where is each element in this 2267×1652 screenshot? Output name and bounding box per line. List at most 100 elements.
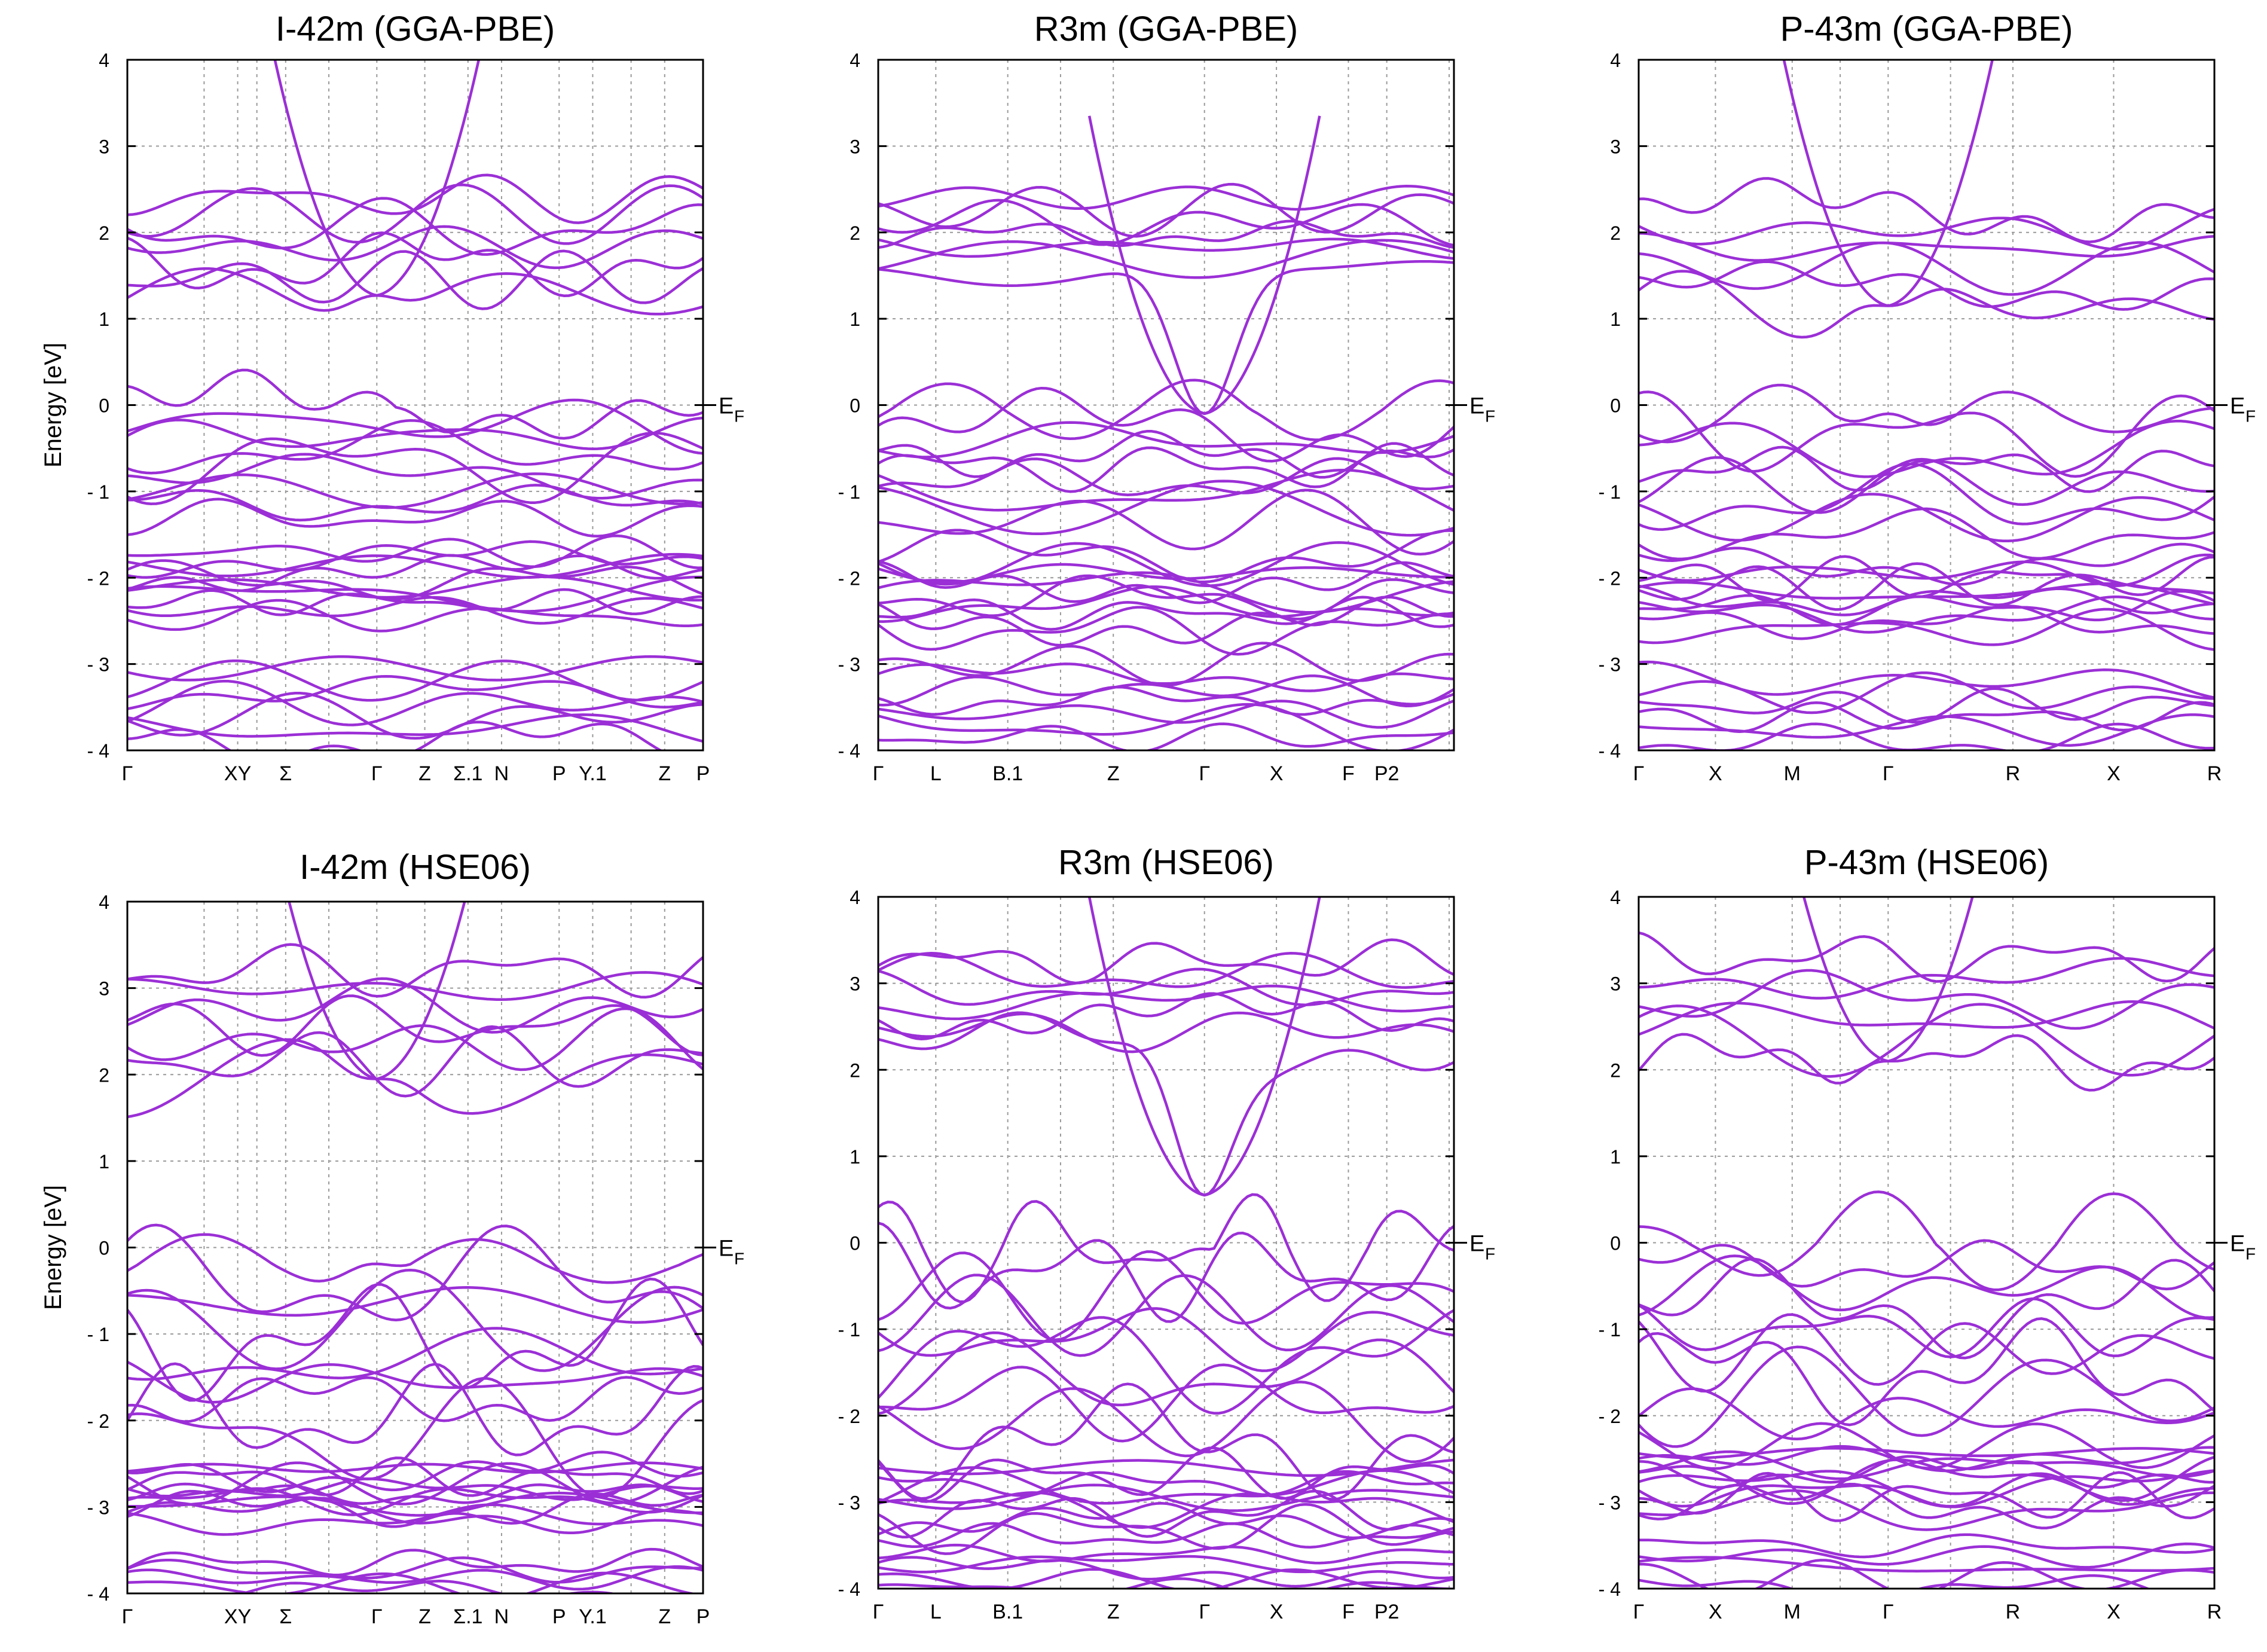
band-line-mid: [878, 574, 1454, 621]
y-tick-label: - 1: [87, 481, 109, 503]
fermi-subscript: F: [1485, 1245, 1495, 1263]
x-axis: Γ XY Σ Γ Z Σ.1 N P Y.1 Z P: [122, 762, 710, 785]
x-axis: Γ L B.1 Z Γ X F P2: [873, 1601, 1400, 1623]
band-line-upper_vb: [127, 416, 703, 451]
band-line-deep: [1639, 687, 2214, 724]
band-line-cb: [127, 1007, 703, 1071]
band-panel-3: 4 3 2 1 0 - 1 - 2 - 3 - 4 Γ X M Γ R X R P-43m (GGA-PBE) E…: [1599, 10, 2256, 785]
band-line-mid: [878, 606, 1454, 656]
y-tick-label: 4: [99, 891, 109, 913]
band-line-mid: [1639, 1450, 2214, 1480]
bands: [127, 902, 703, 1593]
band-line-upper_vb: [1639, 462, 2214, 531]
band-line-cb: [1639, 207, 2214, 251]
band-line-mid: [878, 560, 1454, 604]
y-tick-label: - 2: [838, 567, 860, 589]
band-line-upper_vb: [127, 1360, 703, 1404]
band-line-upper_vb: [127, 1327, 703, 1381]
y-tick-label: 3: [850, 136, 860, 157]
band-line-upper_vb: [878, 386, 1454, 463]
band-line-deep: [878, 700, 1454, 729]
band-line-deep: [1639, 1559, 2214, 1589]
band-line-upper_vb: [1639, 445, 2214, 493]
y-axis: 4 3 2 1 0 - 1 - 2 - 3 - 4: [87, 891, 703, 1605]
y-tick-label: 3: [99, 136, 109, 157]
band-line-upper_vb: [1639, 493, 2214, 543]
x-tick-label: R: [2006, 762, 2021, 785]
band-line-upper_vb: [878, 1363, 1454, 1443]
x-tick-label: R: [2207, 762, 2222, 785]
x-tick-label: L: [930, 1601, 942, 1623]
x-tick-label: Γ: [122, 1605, 133, 1628]
band-line-mid: [127, 1461, 703, 1506]
x-tick-label: Γ: [873, 1601, 884, 1623]
x-tick-label: P: [696, 762, 710, 785]
band-line-mid: [878, 1491, 1454, 1529]
band-line-deep: [127, 1571, 699, 1593]
x-tick-label: Γ: [1883, 1601, 1894, 1623]
y-tick-label: 3: [850, 973, 860, 995]
x-tick-label: XY: [224, 1605, 251, 1628]
y-tick-label: - 4: [838, 1578, 860, 1600]
band-line-cb: [1639, 931, 2214, 983]
band-line-upper_vb: [127, 484, 703, 522]
fermi-label: E: [1469, 1232, 1484, 1257]
band-line-deep: [1639, 1533, 2214, 1559]
band-line-dispersive: [1204, 897, 1321, 1197]
band-line-upper_vb: [127, 398, 703, 455]
band-line-cb: [127, 267, 703, 316]
x-tick-label: P: [552, 1605, 566, 1628]
x-tick-label: P: [552, 762, 566, 785]
band-line-upper_vb: [127, 472, 703, 509]
y-tick-label: 4: [850, 887, 860, 908]
y-axis: 4 3 2 1 0 - 1 - 2 - 3 - 4: [87, 50, 703, 762]
band-panel-5: 4 3 2 1 0 - 1 - 2 - 3 - 4 Γ L B.1 Z Γ X F P2 R3m (HSE06) E…: [838, 843, 1495, 1623]
band-line-cb: [1639, 231, 2214, 262]
x-tick-label: Σ.1: [453, 762, 482, 785]
band-line-cb: [127, 1038, 703, 1119]
band-line-deep: [127, 1565, 703, 1591]
band-line-dispersive: [1087, 115, 1205, 416]
x-tick-label: N: [494, 762, 509, 785]
y-axis: 4 3 2 1 0 - 1 - 2 - 3 - 4: [838, 50, 1454, 762]
bands: [878, 115, 1454, 750]
x-tick-label: Σ.1: [453, 1605, 482, 1628]
x-tick-label: Z: [1107, 1601, 1120, 1623]
y-tick-label: 0: [850, 1233, 860, 1254]
fermi-subscript: F: [734, 407, 744, 426]
band-line-dispersive: [1887, 897, 1974, 1062]
fermi-subscript: F: [734, 1250, 744, 1268]
band-line-upper_vb: [878, 1309, 1454, 1415]
band-line-dispersive: [376, 902, 466, 1080]
band-line-deep: [1639, 1574, 2152, 1589]
band-line-deep: [1639, 660, 2214, 700]
band-line-cb: [127, 1025, 703, 1098]
band-line-mid: [878, 1502, 1454, 1540]
x-tick-label: Γ: [371, 762, 383, 785]
band-line-mid: [878, 596, 1454, 647]
band-line-upper_vb: [1639, 507, 2214, 561]
fermi-label: E: [1469, 394, 1484, 419]
band-line-upper_vb: [1639, 1190, 2214, 1291]
band-line-upper_vb: [127, 497, 703, 538]
band-line-cb: [878, 237, 1454, 260]
band-line-upper_vb: [878, 1381, 1454, 1463]
band-line-upper_vb: [127, 1362, 703, 1456]
fermi-subscript: F: [2245, 1245, 2256, 1263]
band-line-cb: [1639, 260, 2214, 311]
band-line-upper_vb: [127, 453, 703, 500]
fermi-subscript: F: [1485, 407, 1495, 426]
x-tick-label: Γ: [1633, 762, 1645, 785]
band-line-deep: [127, 1556, 703, 1584]
y-tick-label: - 3: [838, 654, 860, 676]
x-tick-label: X: [1270, 1601, 1284, 1623]
x-tick-label: Σ: [279, 1605, 292, 1628]
band-line-cb: [1639, 1003, 2214, 1078]
band-line-deep: [127, 713, 703, 743]
